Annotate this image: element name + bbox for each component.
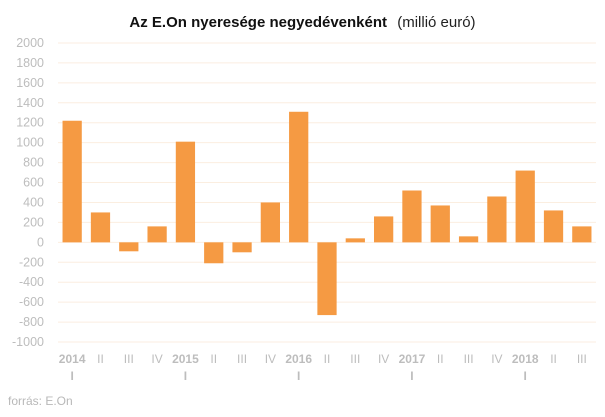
source-note: forrás: E.On — [8, 394, 73, 408]
bar — [543, 210, 564, 243]
y-tick-label: 1600 — [16, 76, 44, 90]
y-tick-label: 1200 — [16, 116, 44, 130]
x-quarter-label: II — [437, 352, 444, 366]
bar — [62, 120, 82, 243]
x-quarter-label: II — [97, 352, 104, 366]
bar — [232, 242, 252, 253]
bar — [572, 226, 592, 243]
bar — [430, 205, 450, 243]
bar — [487, 196, 507, 243]
y-tick-label: 200 — [23, 215, 44, 229]
x-quarter-label: III — [577, 352, 587, 366]
x-quarter-label: I — [524, 369, 527, 383]
chart-title: Az E.On nyeresége negyedévenként — [129, 14, 388, 31]
y-tick-label: -400 — [19, 275, 44, 289]
x-quarter-label: III — [237, 352, 247, 366]
bar — [374, 216, 394, 243]
y-tick-label: -1000 — [12, 335, 44, 349]
chart-subtitle: (millió euró) — [397, 14, 476, 31]
bar — [260, 202, 280, 243]
bar — [345, 238, 365, 243]
chart-title-row: Az E.On nyeresége negyedévenként (millió… — [0, 14, 605, 31]
y-tick-label: 2000 — [16, 36, 44, 50]
x-quarter-label: III — [350, 352, 360, 366]
y-tick-label: 1800 — [16, 56, 44, 70]
bar — [317, 242, 337, 316]
y-tick-label: 0 — [37, 235, 44, 249]
bar — [119, 242, 139, 252]
y-tick-label: -200 — [19, 255, 44, 269]
x-quarter-label: I — [297, 369, 300, 383]
x-year-label: 2016 — [285, 352, 312, 366]
x-quarter-label: IV — [265, 352, 276, 366]
x-quarter-label: I — [410, 369, 413, 383]
y-tick-label: 1400 — [16, 96, 44, 110]
x-quarter-label: II — [550, 352, 557, 366]
bar — [458, 236, 479, 243]
bar — [175, 141, 196, 243]
y-tick-label: 800 — [23, 156, 44, 170]
bar — [289, 111, 309, 243]
x-quarter-label: II — [324, 352, 331, 366]
bar — [90, 212, 111, 243]
bar — [204, 242, 224, 264]
x-year-label: 2018 — [512, 352, 539, 366]
y-tick-label: -800 — [19, 315, 44, 329]
x-year-label: 2014 — [59, 352, 86, 366]
x-quarter-label: I — [184, 369, 187, 383]
bar — [147, 226, 167, 243]
x-quarter-label: III — [464, 352, 474, 366]
bar — [402, 190, 422, 243]
y-tick-label: 1000 — [16, 136, 44, 150]
bar — [515, 170, 535, 243]
x-quarter-label: III — [124, 352, 134, 366]
x-quarter-label: II — [210, 352, 217, 366]
x-quarter-label: I — [70, 369, 73, 383]
x-quarter-label: IV — [378, 352, 389, 366]
x-year-label: 2015 — [172, 352, 199, 366]
y-tick-label: 600 — [23, 176, 44, 190]
x-quarter-label: IV — [151, 352, 162, 366]
y-tick-label: -600 — [19, 295, 44, 309]
x-year-label: 2017 — [399, 352, 426, 366]
x-quarter-label: IV — [491, 352, 502, 366]
y-tick-label: 400 — [23, 195, 44, 209]
